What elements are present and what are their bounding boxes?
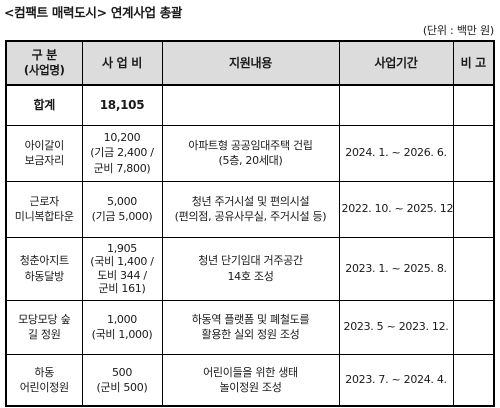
project-name: 모당모당 숲 길 정원 <box>5 299 83 355</box>
project-content: 어린이들을 위한 생태 놀이정원 조성 <box>161 353 340 407</box>
project-period: 2023. 7. ~ 2024. 4. <box>338 353 454 407</box>
project-content: 청년 주거시설 및 편의시설 (편의점, 공유사무실, 주거시설 등) <box>161 180 340 238</box>
project-name: 아이갈이 보금자리 <box>5 124 83 182</box>
document-title: <컴팩트 매력도시> 연계사업 총괄 <box>4 5 183 20</box>
project-remarks <box>452 180 495 238</box>
project-period: 2022. 10. ~ 2025. 12. <box>338 180 454 238</box>
project-name: 하동 어린이정원 <box>5 353 83 407</box>
project-budget: 1,000 (국비 1,000) <box>81 299 163 355</box>
project-budget: 5,000 (기금 5,000) <box>81 180 163 238</box>
project-remarks <box>452 236 495 301</box>
table-row: 근로자 미니복합타운 5,000 (기금 5,000) 청년 주거시설 및 편의… <box>5 180 495 238</box>
project-remarks <box>452 124 495 182</box>
project-name: 청춘아지트 하동달방 <box>5 236 83 301</box>
table-row: 아이갈이 보금자리 10,200 (기금 2,400 / 군비 7,800) 아… <box>5 124 495 182</box>
project-period: 2023. 1. ~ 2025. 8. <box>338 236 454 301</box>
total-row: 합계 18,105 <box>5 84 495 126</box>
table-row: 청춘아지트 하동달방 1,905 (국비 1,400 / 도비 344 / 군비… <box>5 236 495 301</box>
project-remarks <box>452 299 495 355</box>
project-name: 근로자 미니복합타운 <box>5 180 83 238</box>
project-summary-table: 구 분 (사업명) 사 업 비 지원내용 사업기간 비 고 합계 18,105 … <box>5 40 495 407</box>
header-remarks: 비 고 <box>452 40 495 86</box>
project-period: 2024. 1. ~ 2026. 6. <box>338 124 454 182</box>
header-category: 구 분 (사업명) <box>5 40 83 86</box>
header-budget: 사 업 비 <box>81 40 163 86</box>
total-remarks <box>452 84 495 126</box>
project-budget: 10,200 (기금 2,400 / 군비 7,800) <box>81 124 163 182</box>
header-content: 지원내용 <box>161 40 340 86</box>
project-budget: 500 (군비 500) <box>81 353 163 407</box>
table-row: 모당모당 숲 길 정원 1,000 (국비 1,000) 하동역 플랫폼 및 폐… <box>5 299 495 355</box>
unit-note: (단위 : 백만 원) <box>422 24 494 37</box>
project-content: 청년 단기임대 거주공간 14호 조성 <box>161 236 340 301</box>
header-period: 사업기간 <box>338 40 454 86</box>
table-row: 하동 어린이정원 500 (군비 500) 어린이들을 위한 생태 놀이정원 조… <box>5 353 495 407</box>
total-content <box>161 84 340 126</box>
project-content: 아파트형 공공임대주택 건립 (5층, 20세대) <box>161 124 340 182</box>
total-period <box>338 84 454 126</box>
header-row: 구 분 (사업명) 사 업 비 지원내용 사업기간 비 고 <box>5 40 495 86</box>
total-label: 합계 <box>5 84 83 126</box>
project-remarks <box>452 353 495 407</box>
project-budget: 1,905 (국비 1,400 / 도비 344 / 군비 161) <box>81 236 163 301</box>
project-period: 2023. 5 ~ 2023. 12. <box>338 299 454 355</box>
project-content: 하동역 플랫폼 및 폐철도를 활용한 실외 정원 조성 <box>161 299 340 355</box>
total-budget: 18,105 <box>81 84 163 126</box>
